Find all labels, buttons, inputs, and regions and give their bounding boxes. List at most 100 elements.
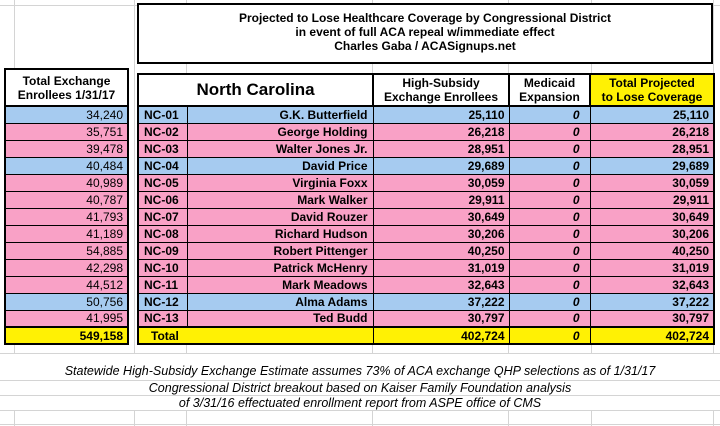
total-coverage-cell[interactable]: 30,206 xyxy=(589,224,715,243)
main-table: North Carolina High-Subsidy Exchange Enr… xyxy=(137,73,715,345)
exchange-enrollees-cell[interactable]: 41,995 xyxy=(4,309,129,328)
representative-cell[interactable]: David Rouzer xyxy=(186,207,374,226)
title-box[interactable]: Projected to Lose Healthcare Coverage by… xyxy=(137,3,713,64)
total-coverage-cell[interactable]: 31,019 xyxy=(589,258,715,277)
table-row: NC-13 Ted Budd 30,797 0 30,797 xyxy=(137,309,715,328)
district-cell[interactable]: NC-13 xyxy=(137,309,188,328)
left-total-cell[interactable]: 549,158 xyxy=(4,326,129,345)
table-row: 44,512 xyxy=(4,275,129,294)
total-coverage-cell[interactable]: 37,222 xyxy=(589,292,715,311)
medicaid-cell[interactable]: 0 xyxy=(508,241,591,260)
exchange-enrollees-cell[interactable]: 34,240 xyxy=(4,105,129,124)
total-coverage-cell[interactable]: 30,797 xyxy=(589,309,715,328)
district-cell[interactable]: NC-07 xyxy=(137,207,188,226)
high-subsidy-cell[interactable]: 25,110 xyxy=(372,105,510,124)
exchange-enrollees-cell[interactable]: 35,751 xyxy=(4,122,129,141)
district-cell[interactable]: NC-10 xyxy=(137,258,188,277)
district-cell[interactable]: NC-08 xyxy=(137,224,188,243)
total-coverage-cell[interactable]: 40,250 xyxy=(589,241,715,260)
header-line: Exchange Enrollees xyxy=(383,90,499,104)
district-cell[interactable]: NC-02 xyxy=(137,122,188,141)
total-coverage-cell[interactable]: 28,951 xyxy=(589,139,715,158)
total-coverage-cell[interactable]: 29,911 xyxy=(589,190,715,209)
medicaid-cell[interactable]: 0 xyxy=(508,207,591,226)
total-high-subsidy-cell[interactable]: 402,724 xyxy=(372,326,510,345)
high-subsidy-cell[interactable]: 30,206 xyxy=(372,224,510,243)
high-subsidy-cell[interactable]: 30,649 xyxy=(372,207,510,226)
medicaid-header-cell[interactable]: Medicaid Expansion xyxy=(508,73,591,107)
high-subsidy-cell[interactable]: 30,797 xyxy=(372,309,510,328)
representative-cell[interactable]: Patrick McHenry xyxy=(186,258,374,277)
representative-cell[interactable]: Ted Budd xyxy=(186,309,374,328)
district-cell[interactable]: NC-03 xyxy=(137,139,188,158)
total-coverage-cell[interactable]: 30,649 xyxy=(589,207,715,226)
medicaid-cell[interactable]: 0 xyxy=(508,139,591,158)
total-coverage-cell[interactable]: 30,059 xyxy=(589,173,715,192)
representative-cell[interactable]: George Holding xyxy=(186,122,374,141)
exchange-enrollees-cell[interactable]: 40,787 xyxy=(4,190,129,209)
total-coverage-cell[interactable]: 402,724 xyxy=(589,326,715,345)
total-row: Total 402,724 0 402,724 xyxy=(137,326,715,345)
total-coverage-cell[interactable]: 29,689 xyxy=(589,156,715,175)
high-subsidy-cell[interactable]: 32,643 xyxy=(372,275,510,294)
exchange-enrollees-cell[interactable]: 40,484 xyxy=(4,156,129,175)
district-cell[interactable]: NC-01 xyxy=(137,105,188,124)
exchange-enrollees-cell[interactable]: 39,478 xyxy=(4,139,129,158)
representative-cell[interactable]: David Price xyxy=(186,156,374,175)
high-subsidy-cell[interactable]: 29,911 xyxy=(372,190,510,209)
district-cell[interactable]: NC-09 xyxy=(137,241,188,260)
table-row: 40,989 xyxy=(4,173,129,192)
district-cell[interactable]: NC-12 xyxy=(137,292,188,311)
high-subsidy-cell[interactable]: 29,689 xyxy=(372,156,510,175)
left-enrollees-header-cell[interactable]: Total Exchange Enrollees 1/31/17 xyxy=(4,68,129,107)
representative-cell[interactable]: Mark Meadows xyxy=(186,275,374,294)
district-cell[interactable]: NC-04 xyxy=(137,156,188,175)
medicaid-cell[interactable]: 0 xyxy=(508,292,591,311)
high-subsidy-cell[interactable]: 37,222 xyxy=(372,292,510,311)
total-coverage-cell[interactable]: 26,218 xyxy=(589,122,715,141)
total-coverage-cell[interactable]: 32,643 xyxy=(589,275,715,294)
high-subsidy-cell[interactable]: 30,059 xyxy=(372,173,510,192)
district-cell[interactable]: NC-11 xyxy=(137,275,188,294)
medicaid-cell[interactable]: 0 xyxy=(508,275,591,294)
exchange-enrollees-cell[interactable]: 42,298 xyxy=(4,258,129,277)
total-projected-header-cell[interactable]: Total Projected to Lose Coverage xyxy=(589,73,715,107)
high-subsidy-cell[interactable]: 31,019 xyxy=(372,258,510,277)
high-subsidy-cell[interactable]: 26,218 xyxy=(372,122,510,141)
total-label-cell[interactable]: Total xyxy=(137,326,374,345)
district-cell[interactable]: NC-05 xyxy=(137,173,188,192)
footnote-line[interactable]: of 3/31/16 effectuated enrollment report… xyxy=(0,396,720,411)
total-medicaid-cell[interactable]: 0 xyxy=(508,326,591,345)
medicaid-cell[interactable]: 0 xyxy=(508,156,591,175)
exchange-enrollees-cell[interactable]: 41,793 xyxy=(4,207,129,226)
footnote-line[interactable]: Statewide High-Subsidy Exchange Estimate… xyxy=(0,354,720,381)
representative-cell[interactable]: Robert Pittenger xyxy=(186,241,374,260)
representative-cell[interactable]: Richard Hudson xyxy=(186,224,374,243)
state-header-cell[interactable]: North Carolina xyxy=(137,73,374,107)
high-subsidy-cell[interactable]: 40,250 xyxy=(372,241,510,260)
representative-cell[interactable]: Mark Walker xyxy=(186,190,374,209)
exchange-enrollees-cell[interactable]: 41,189 xyxy=(4,224,129,243)
district-cell[interactable]: NC-06 xyxy=(137,190,188,209)
medicaid-cell[interactable]: 0 xyxy=(508,122,591,141)
medicaid-cell[interactable]: 0 xyxy=(508,258,591,277)
footnote-line[interactable]: Congressional District breakout based on… xyxy=(0,381,720,396)
medicaid-cell[interactable]: 0 xyxy=(508,224,591,243)
total-coverage-cell[interactable]: 25,110 xyxy=(589,105,715,124)
medicaid-cell[interactable]: 0 xyxy=(508,190,591,209)
table-row: 35,751 xyxy=(4,122,129,141)
medicaid-cell[interactable]: 0 xyxy=(508,309,591,328)
exchange-enrollees-cell[interactable]: 50,756 xyxy=(4,292,129,311)
medicaid-cell[interactable]: 0 xyxy=(508,105,591,124)
exchange-enrollees-cell[interactable]: 54,885 xyxy=(4,241,129,260)
high-subsidy-header-cell[interactable]: High-Subsidy Exchange Enrollees xyxy=(372,73,510,107)
representative-cell[interactable]: Walter Jones Jr. xyxy=(186,139,374,158)
high-subsidy-cell[interactable]: 28,951 xyxy=(372,139,510,158)
exchange-enrollees-cell[interactable]: 44,512 xyxy=(4,275,129,294)
representative-cell[interactable]: Alma Adams xyxy=(186,292,374,311)
medicaid-cell[interactable]: 0 xyxy=(508,173,591,192)
exchange-enrollees-cell[interactable]: 40,989 xyxy=(4,173,129,192)
representative-cell[interactable]: Virginia Foxx xyxy=(186,173,374,192)
representative-cell[interactable]: G.K. Butterfield xyxy=(186,105,374,124)
